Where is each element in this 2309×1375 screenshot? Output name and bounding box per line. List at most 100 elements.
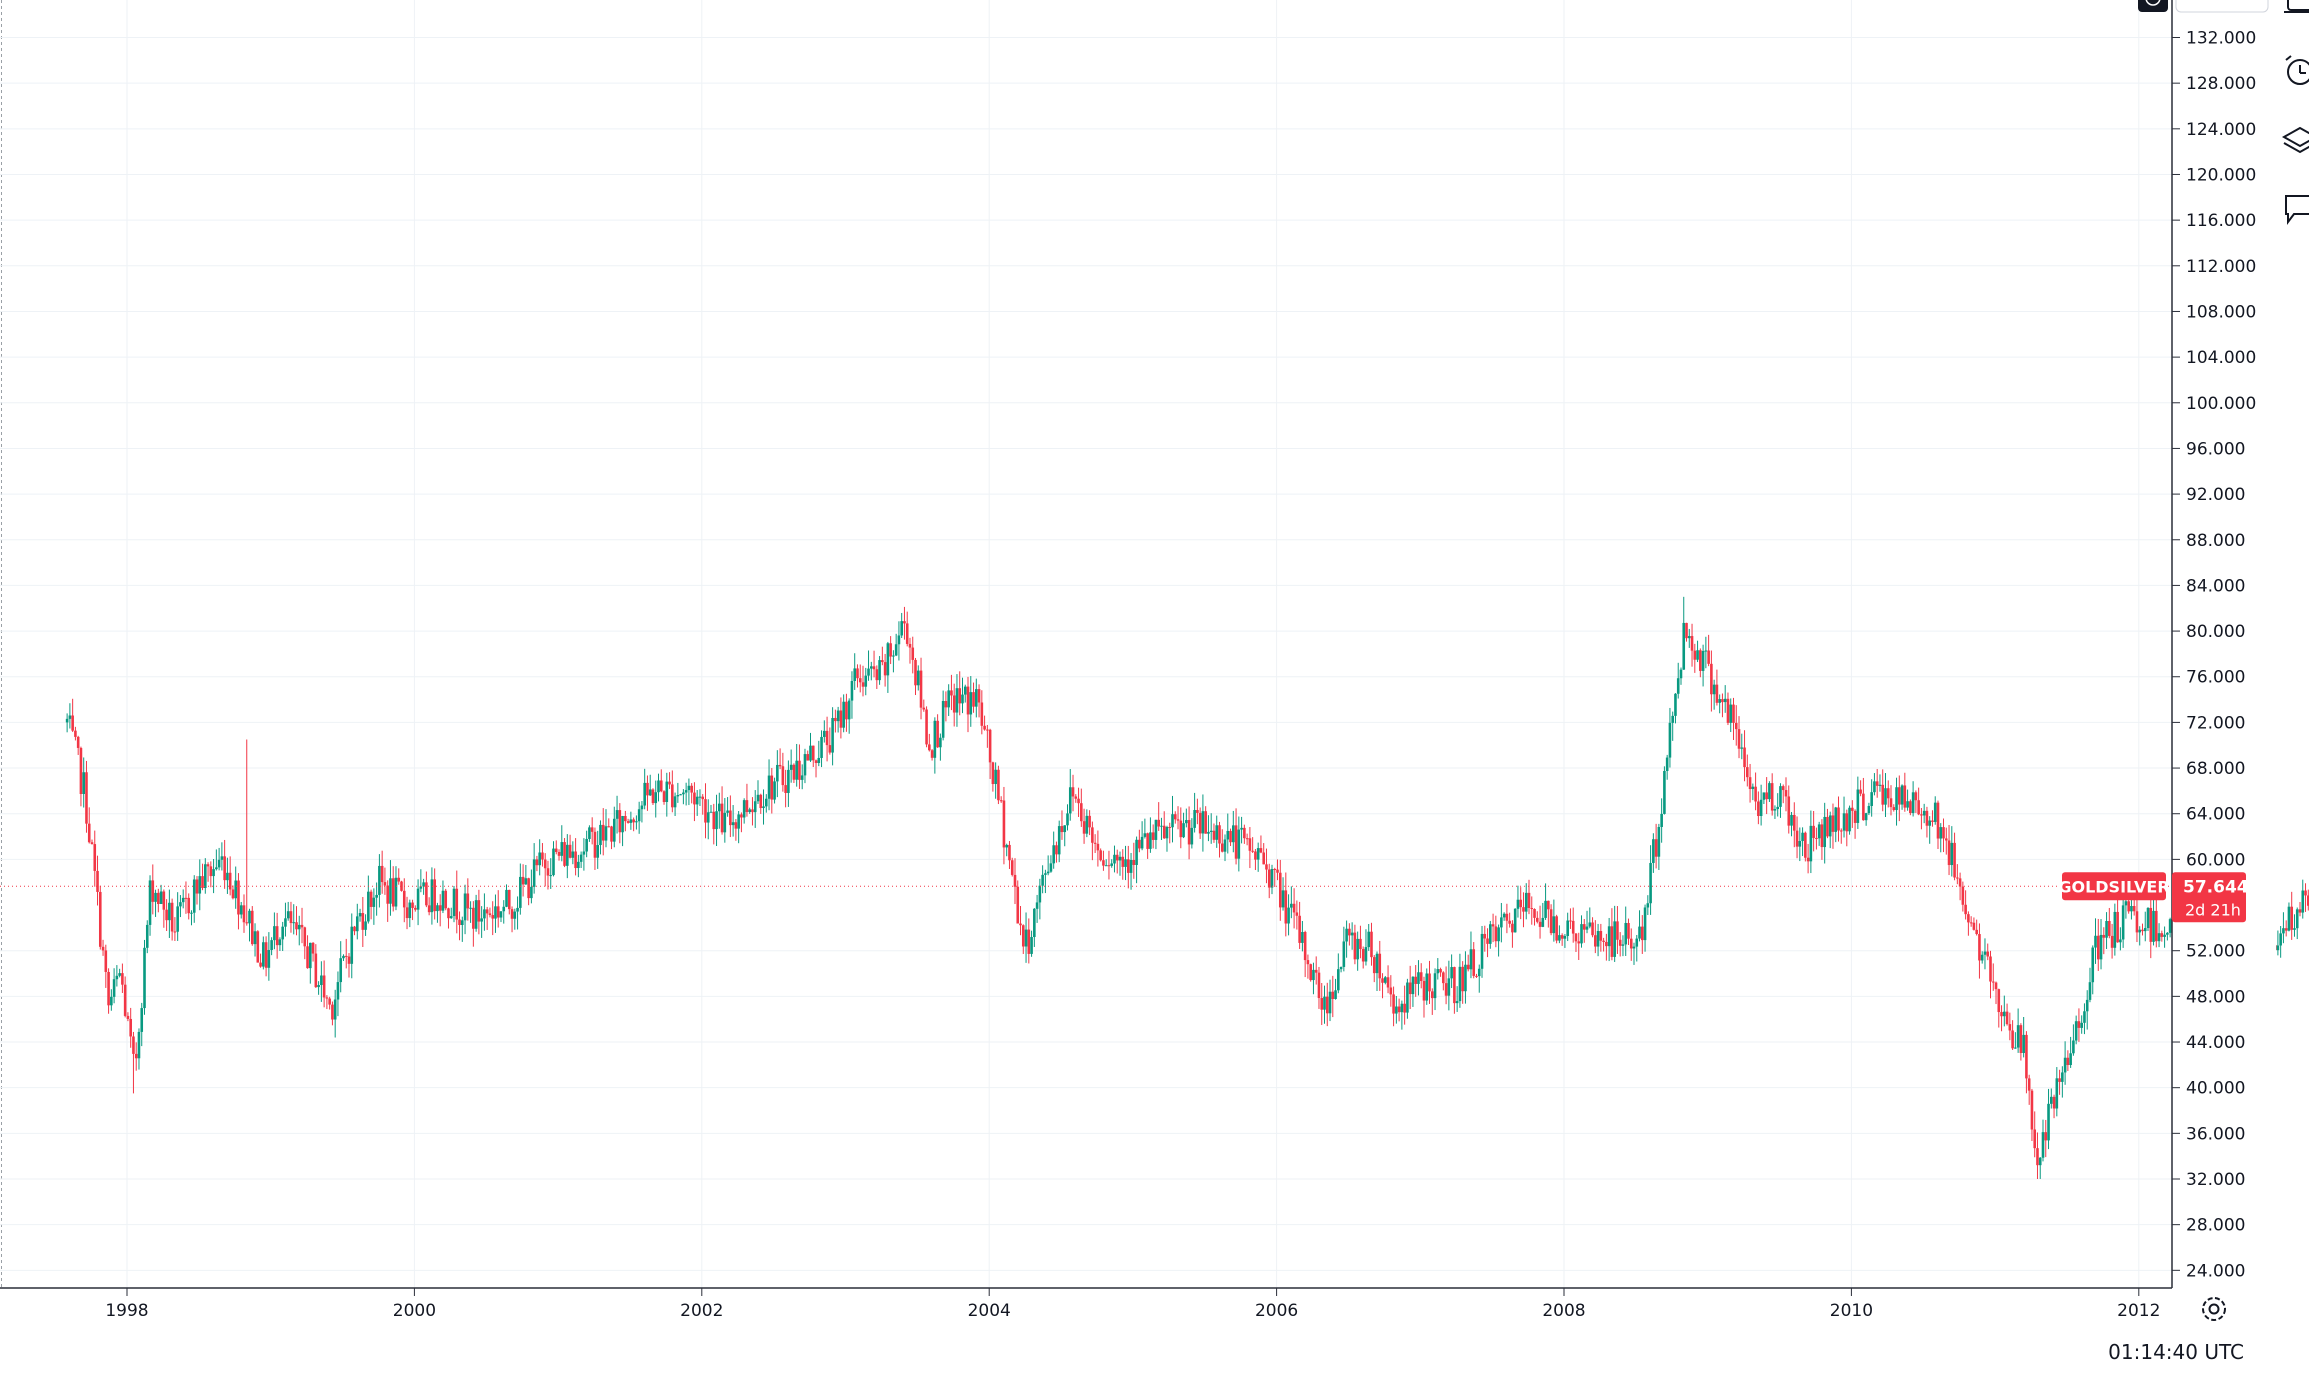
candle-body [1569,920,1572,922]
candle-body [972,692,975,707]
comment-bubble-icon[interactable] [2280,192,2309,226]
candle-body [1511,923,1514,933]
candle-body [1895,787,1898,811]
candle-body [1151,832,1155,840]
candle-body [1044,873,1047,875]
candle-body [510,909,514,919]
candle-body [1057,826,1061,855]
candle-body [400,881,403,891]
candle-body [2014,1047,2017,1049]
candle-body [2163,934,2166,937]
candle-body [248,910,251,924]
candle-body [2105,920,2108,938]
candle-body [615,810,619,819]
candle-body [1823,816,1826,848]
candle-body [1400,1003,1404,1013]
candle-body [289,911,293,924]
candle-body [1408,982,1412,995]
candle-body [2041,1132,2045,1158]
candle-body [1566,920,1569,936]
candle-body [2072,1040,2075,1054]
candle-body [2096,935,2100,960]
candle-body [1591,922,1594,936]
price-tick-label: 128.000 [2186,74,2256,94]
last-price-tag: 57.644 2d 21h [2172,872,2249,923]
candle-body [831,717,834,753]
candle-body [1494,926,1498,942]
candle-body [176,906,179,932]
candle-body [132,1036,135,1054]
time-tick-label: 2006 [1255,1301,1298,1321]
candle-body [1652,839,1655,863]
gear-icon[interactable] [2202,1297,2226,1321]
candle-body [101,946,105,951]
candle-body [1480,933,1484,969]
candle-body [809,745,812,761]
candle-body [1140,836,1144,849]
candle-body [1522,907,1525,912]
layers-icon[interactable] [2280,124,2309,158]
candle-body [496,906,500,918]
candle-body [1704,650,1708,652]
candle-body [2108,920,2111,936]
candle-body [494,906,497,919]
time-tick-label: 2010 [1830,1301,1873,1321]
candle-body [2066,1057,2070,1066]
candle-body [425,882,428,906]
candle-body [640,805,644,810]
candle-body [1442,972,1445,984]
candle-body [845,701,848,720]
candle-body [991,762,995,785]
candle-body [903,621,906,624]
candle-body [1383,977,1387,983]
candle-body [1422,980,1426,1001]
candle-body [784,785,787,793]
candle-body [1997,989,2001,1013]
candle-body [823,730,826,737]
alarm-clock-icon[interactable] [2280,54,2309,88]
candle-body [856,668,859,679]
top-right-control[interactable] [2175,0,2269,13]
candle-body [1129,859,1133,873]
candle-body [378,865,381,895]
candle-body [1524,892,1528,912]
candle-body [1862,793,1865,821]
watchlist-icon[interactable] [2280,0,2309,20]
candle-body [897,635,901,645]
price-tick-label: 72.000 [2186,713,2245,733]
candle-body [621,815,624,833]
candle-body [157,892,160,904]
candle-body [643,782,646,806]
candle-body [1795,830,1799,847]
candle-body [1080,803,1083,822]
candle-body [2130,906,2133,912]
candle-body [925,709,928,745]
candle-body [336,982,340,1000]
candle-body [588,827,591,839]
candle-body [1884,788,1887,805]
candle-body [76,736,80,748]
candle-body [969,692,973,715]
candle-body [1947,840,1951,866]
candle-body [1721,699,1724,703]
candle-body [1558,935,1561,941]
candle-body [607,826,611,828]
candle-body [391,878,395,907]
candle-body [2157,933,2161,942]
candle-body [168,902,171,921]
utc-clock[interactable]: 01:14:40 UTC [2108,1340,2244,1364]
candle-body [491,915,494,919]
candle-body [1784,790,1788,797]
candle-body [1853,810,1857,823]
candle-body [1975,929,1978,935]
candle-body [1104,865,1108,867]
candle-body [65,718,69,723]
candle-body [170,902,174,932]
candle-body [1121,856,1125,867]
candle-body [1560,935,1564,939]
candle-body [1074,796,1078,799]
candle-body [734,822,738,829]
info-badge[interactable] [2138,0,2168,12]
price-scale-area[interactable] [2172,0,2276,1288]
